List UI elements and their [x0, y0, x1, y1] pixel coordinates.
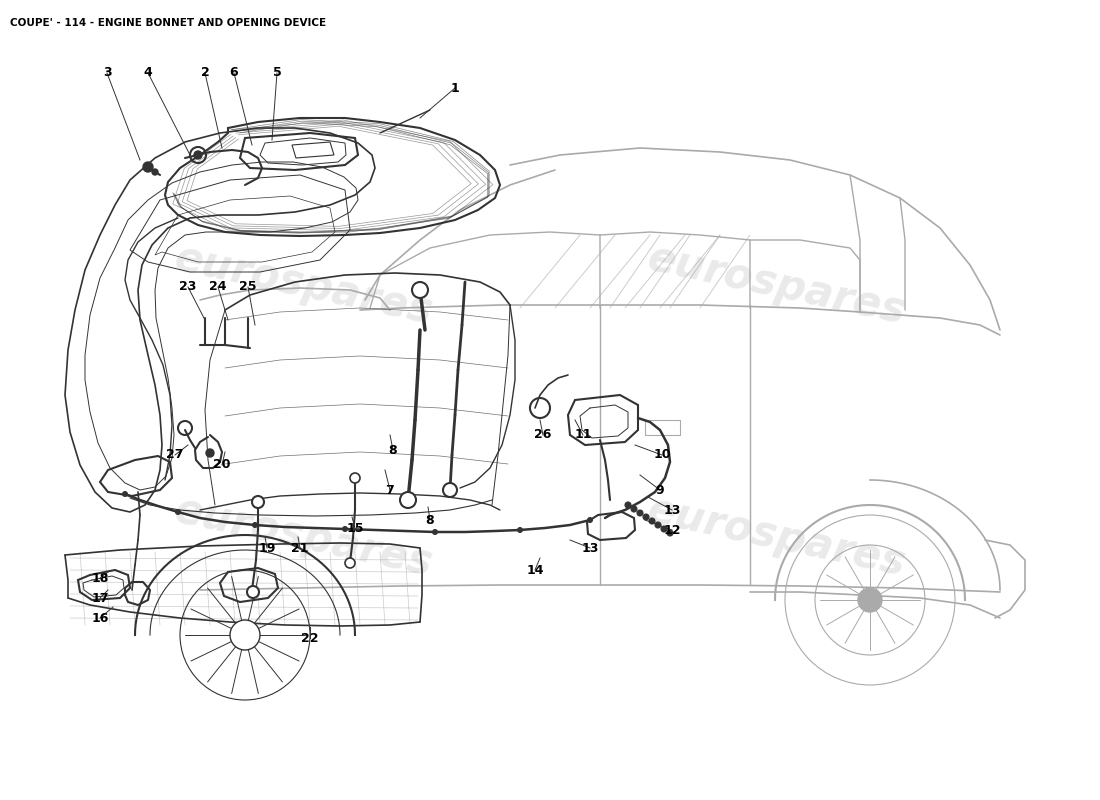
Circle shape [400, 492, 416, 508]
Text: 14: 14 [526, 563, 543, 577]
Circle shape [443, 483, 456, 497]
Circle shape [176, 510, 180, 514]
Text: 12: 12 [663, 523, 681, 537]
Circle shape [342, 526, 348, 531]
Text: 23: 23 [179, 281, 197, 294]
Circle shape [143, 162, 153, 172]
Circle shape [625, 502, 631, 508]
Text: 24: 24 [209, 281, 227, 294]
Circle shape [345, 558, 355, 568]
Circle shape [649, 518, 654, 524]
Circle shape [206, 449, 214, 457]
Text: 8: 8 [388, 443, 397, 457]
Text: 17: 17 [91, 591, 109, 605]
Text: eurospares: eurospares [170, 490, 437, 585]
Circle shape [122, 491, 128, 497]
Text: 7: 7 [386, 483, 395, 497]
Circle shape [253, 522, 257, 527]
Circle shape [644, 514, 649, 520]
Circle shape [587, 518, 593, 522]
Text: 18: 18 [91, 571, 109, 585]
Circle shape [350, 473, 360, 483]
Text: eurospares: eurospares [644, 490, 910, 585]
Text: 8: 8 [426, 514, 434, 526]
Text: eurospares: eurospares [644, 238, 910, 333]
Text: 16: 16 [91, 611, 109, 625]
Text: 9: 9 [656, 483, 664, 497]
Text: 2: 2 [200, 66, 209, 79]
Text: 6: 6 [230, 66, 239, 79]
Circle shape [637, 510, 644, 516]
Circle shape [654, 522, 661, 528]
Text: 15: 15 [346, 522, 364, 534]
Text: 25: 25 [240, 281, 256, 294]
Circle shape [517, 527, 522, 533]
Circle shape [152, 169, 158, 175]
Text: 13: 13 [581, 542, 598, 554]
Text: COUPE' - 114 - ENGINE BONNET AND OPENING DEVICE: COUPE' - 114 - ENGINE BONNET AND OPENING… [10, 18, 326, 28]
Circle shape [248, 586, 258, 598]
Text: 10: 10 [653, 449, 671, 462]
Text: 1: 1 [451, 82, 460, 94]
Text: 19: 19 [258, 542, 276, 554]
Circle shape [194, 151, 202, 159]
Text: 22: 22 [301, 631, 319, 645]
Text: 26: 26 [535, 429, 552, 442]
Text: eurospares: eurospares [170, 238, 437, 333]
Circle shape [667, 530, 673, 536]
Text: 3: 3 [102, 66, 111, 79]
Text: 13: 13 [663, 503, 681, 517]
Text: 5: 5 [273, 66, 282, 79]
Circle shape [252, 496, 264, 508]
Text: 21: 21 [292, 542, 309, 554]
Circle shape [631, 506, 637, 512]
Circle shape [412, 282, 428, 298]
Circle shape [858, 588, 882, 612]
Text: 4: 4 [144, 66, 153, 79]
Circle shape [661, 526, 667, 532]
Text: 20: 20 [213, 458, 231, 471]
Circle shape [432, 530, 438, 534]
Text: 11: 11 [574, 429, 592, 442]
Circle shape [230, 620, 260, 650]
Text: 27: 27 [166, 449, 184, 462]
